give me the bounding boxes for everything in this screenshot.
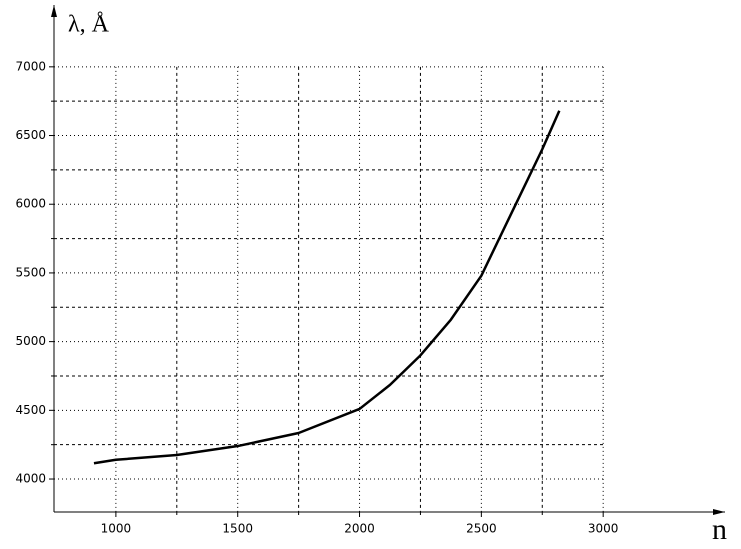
y-tick-label: 4500 — [15, 403, 46, 417]
line — [93, 110, 561, 465]
y-tick-label: 7000 — [15, 59, 46, 73]
x-tick-label: 1000 — [101, 522, 132, 536]
x-tick-label: 1500 — [222, 522, 253, 536]
y-tick-label: 5000 — [15, 334, 46, 348]
x-tick-label: 2000 — [344, 522, 375, 536]
x-axis-label: n — [712, 513, 727, 546]
y-tick-label: 5500 — [15, 265, 46, 279]
x-axis-arrow — [713, 509, 725, 515]
y-tick-label: 6000 — [15, 197, 46, 211]
y-axis-label: λ, Å — [68, 12, 110, 38]
y-tick-label: 6500 — [15, 128, 46, 142]
y-axis-arrow — [51, 5, 57, 17]
x-tick-label: 3000 — [588, 522, 619, 536]
y-tick-label: 4000 — [15, 472, 46, 486]
x-tick-label: 2500 — [466, 522, 497, 536]
